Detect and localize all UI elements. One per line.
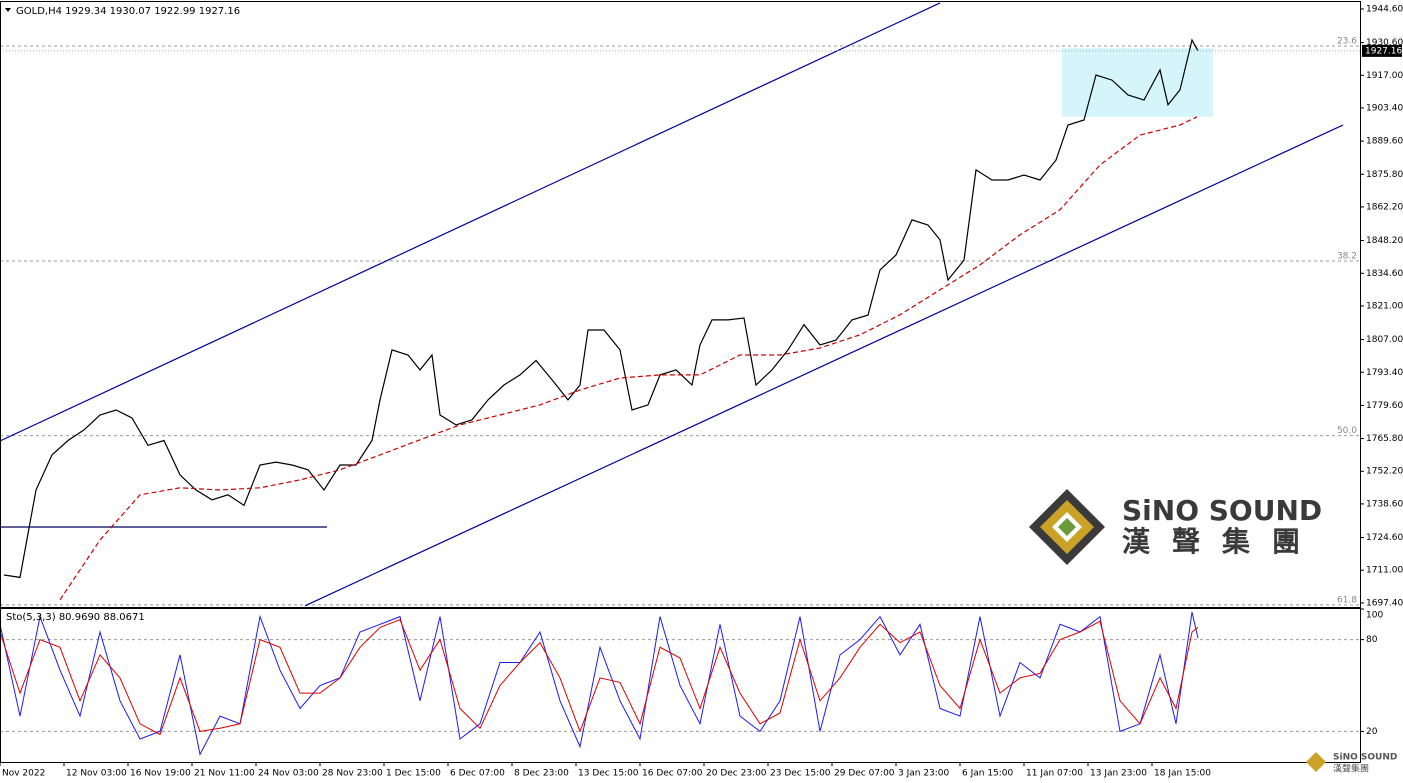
stochastic-plot bbox=[1, 611, 1360, 756]
y-tick-label: 20 bbox=[1366, 727, 1378, 737]
small-logo-diamond bbox=[1306, 752, 1326, 772]
y-tick-label: 1779.60 bbox=[1366, 401, 1403, 411]
x-tick-label: 1 Dec 15:00 bbox=[386, 769, 441, 779]
trendline bbox=[1, 2, 941, 442]
y-tick-label: 1889.60 bbox=[1366, 137, 1403, 147]
x-tick-label: Nov 2022 bbox=[2, 769, 45, 779]
x-tick-label: 13 Dec 15:00 bbox=[578, 769, 639, 779]
fib-label: 50.0 bbox=[1337, 426, 1357, 436]
y-tick-label: 1944.60 bbox=[1366, 4, 1403, 14]
y-tick-label: 1724.60 bbox=[1366, 533, 1403, 543]
y-tick-label: 80 bbox=[1366, 635, 1378, 645]
y-tick-label: 1765.80 bbox=[1366, 434, 1403, 444]
y-tick-label: 100 bbox=[1366, 611, 1383, 621]
logo-diamond-center bbox=[1058, 518, 1076, 536]
y-tick-label: 1930.60 bbox=[1366, 38, 1403, 48]
x-tick-label: 12 Nov 03:00 bbox=[66, 769, 127, 779]
x-tick-label: 23 Dec 15:00 bbox=[770, 769, 831, 779]
y-tick-label: 1821.00 bbox=[1366, 301, 1403, 311]
x-tick-label: 21 Nov 11:00 bbox=[194, 769, 255, 779]
series-line bbox=[3, 38, 1199, 579]
y-tick-label: 1752.20 bbox=[1366, 467, 1403, 477]
x-tick-label: 29 Dec 07:00 bbox=[834, 769, 895, 779]
fib-label: 23.6 bbox=[1337, 36, 1357, 46]
y-tick-label: 1697.40 bbox=[1366, 598, 1403, 608]
chart-title: GOLD,H4 1929.34 1930.07 1922.99 1927.16 bbox=[16, 6, 240, 17]
small-brand: SiNO SOUND bbox=[1333, 753, 1397, 763]
x-tick-label: 28 Nov 23:00 bbox=[322, 769, 383, 779]
x-tick-label: 6 Dec 07:00 bbox=[450, 769, 505, 779]
main-panel bbox=[0, 1, 1361, 608]
y-tick-label: 1793.40 bbox=[1366, 368, 1403, 378]
watermark-brand: SiNO SOUND bbox=[1122, 494, 1322, 527]
menu-arrow[interactable] bbox=[5, 8, 11, 12]
y-tick-label: 1917.00 bbox=[1366, 71, 1403, 81]
y-tick-label: 1834.60 bbox=[1366, 269, 1403, 279]
x-tick-label: 20 Dec 23:00 bbox=[706, 769, 767, 779]
x-tick-label: 13 Jan 23:00 bbox=[1090, 769, 1147, 779]
series-line bbox=[1, 619, 1199, 736]
last-price-box bbox=[1362, 44, 1402, 57]
y-tick-label: 1862.20 bbox=[1366, 202, 1403, 212]
fib-label: 61.8 bbox=[1337, 595, 1357, 605]
indicator-title: Sto(5,3,3) 80.9690 88.0671 bbox=[6, 612, 145, 623]
axes: 23.6 38.2 50.0 61.8 1944.60 1930.60 1917.00 190… bbox=[0, 4, 1403, 779]
x-tick-label: 11 Jan 07:00 bbox=[1026, 769, 1083, 779]
series-line bbox=[59, 116, 1198, 601]
series-line bbox=[1, 611, 1199, 756]
main-plot bbox=[1, 2, 1360, 607]
y-tick-label: 1875.80 bbox=[1366, 170, 1403, 180]
x-tick-label: 8 Dec 23:00 bbox=[514, 769, 569, 779]
highlight-zone bbox=[1062, 47, 1213, 117]
small-chinese: 漢聲集團 bbox=[1333, 763, 1369, 775]
x-tick-label: 16 Dec 07:00 bbox=[642, 769, 703, 779]
y-tick-label: 1807.00 bbox=[1366, 335, 1403, 345]
y-tick-label: 1711.00 bbox=[1366, 566, 1403, 576]
last-price-label: 1927.16 bbox=[1365, 46, 1402, 56]
y-tick-label: 1903.40 bbox=[1366, 103, 1403, 113]
fib-label: 38.2 bbox=[1337, 252, 1357, 262]
x-tick-label: 18 Jan 15:00 bbox=[1154, 769, 1211, 779]
y-tick-label: 1848.20 bbox=[1366, 236, 1403, 246]
x-tick-label: 3 Jan 23:00 bbox=[898, 769, 950, 779]
x-tick-label: 16 Nov 19:00 bbox=[130, 769, 191, 779]
x-tick-label: 6 Jan 15:00 bbox=[962, 769, 1014, 779]
trendline bbox=[304, 124, 1344, 607]
stochastic-panel bbox=[0, 608, 1361, 763]
x-tick-label: 24 Nov 03:00 bbox=[258, 769, 319, 779]
y-tick-label: 1738.60 bbox=[1366, 499, 1403, 509]
